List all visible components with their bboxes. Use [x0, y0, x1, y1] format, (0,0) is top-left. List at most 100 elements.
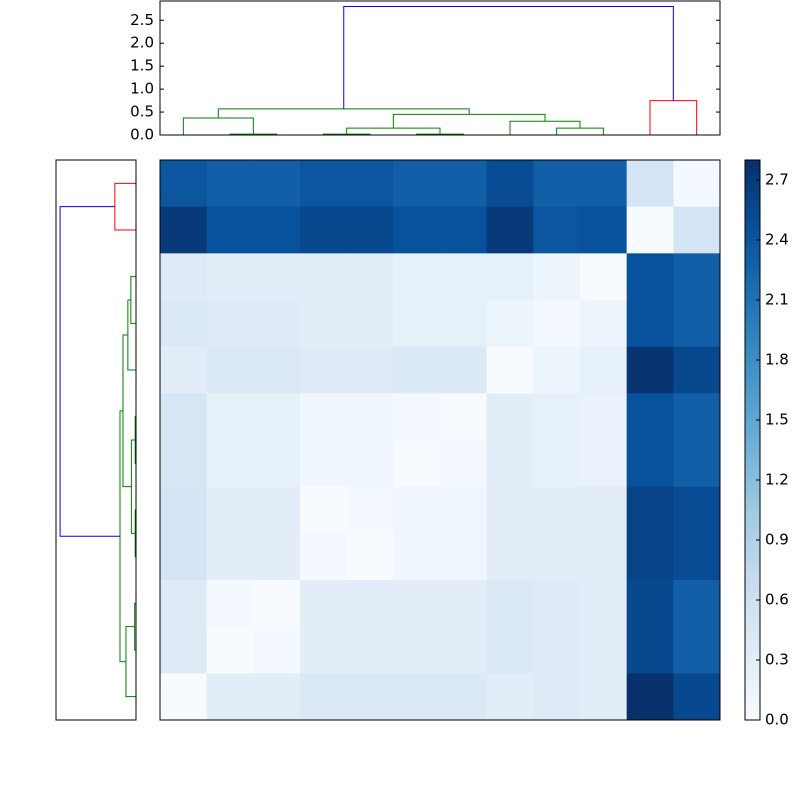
heatmap-cell [300, 580, 348, 628]
heatmap-cell [300, 393, 348, 441]
heatmap-cell [673, 580, 721, 628]
heatmap-cell [300, 440, 348, 488]
heatmap-cell [626, 160, 674, 208]
heatmap-cell [393, 206, 441, 254]
heatmap-cell [440, 346, 488, 394]
colorbar-tick-label: 2.4 [765, 231, 789, 249]
heatmap-cell [580, 393, 628, 441]
heatmap-cell [580, 580, 628, 628]
heatmap-cell [253, 673, 301, 721]
heatmap-cell [253, 626, 301, 674]
heatmap-cell [486, 253, 534, 301]
heatmap-cell [533, 346, 581, 394]
heatmap-cell [673, 253, 721, 301]
heatmap-cell [160, 486, 208, 534]
heatmap-cell [440, 533, 488, 581]
heatmap-cell [393, 580, 441, 628]
dendrogram-link [130, 439, 136, 534]
heatmap-cell [393, 533, 441, 581]
heatmap-cell [160, 673, 208, 721]
heatmap-cell [486, 346, 534, 394]
dendrogram-frame [159, 0, 721, 136]
dendrogram-link [343, 6, 674, 109]
heatmap-cell [206, 160, 254, 208]
colorbar-tick-label: 0.6 [765, 591, 789, 609]
dendrogram-link [122, 334, 132, 488]
heatmap-cell [206, 673, 254, 721]
heatmap-cell [300, 253, 348, 301]
heatmap-cell [626, 346, 674, 394]
heatmap-cell [300, 673, 348, 721]
heatmap-cell [160, 206, 208, 254]
dendrogram-link [182, 117, 254, 135]
heatmap-cell [160, 300, 208, 348]
heatmap-cell [486, 300, 534, 348]
colorbar-tick-label: 0.9 [765, 531, 789, 549]
colorbar-tick-label: 1.2 [765, 471, 789, 489]
heatmap-cell [393, 346, 441, 394]
heatmap-cell [486, 206, 534, 254]
heatmap-cell [206, 393, 254, 441]
heatmap-cell [486, 673, 534, 721]
colorbar-tick-label: 2.1 [765, 291, 789, 309]
colorbar-tick-label: 0.3 [765, 651, 789, 669]
heatmap-cell [673, 346, 721, 394]
heatmap-cell [673, 393, 721, 441]
heatmap-cell [673, 533, 721, 581]
colorbar-tick-label: 1.8 [765, 351, 789, 369]
dendrogram-link [127, 299, 136, 371]
heatmap-cell [673, 486, 721, 534]
heatmap-cell [440, 393, 488, 441]
heatmap-cell [206, 253, 254, 301]
heatmap-cell [580, 533, 628, 581]
dendrogram-link [649, 100, 698, 135]
heatmap-cell [533, 580, 581, 628]
heatmap-cell [533, 206, 581, 254]
heatmap-cell [626, 253, 674, 301]
heatmap-cell [673, 626, 721, 674]
heatmap-cell [160, 580, 208, 628]
heatmap-cell [346, 533, 394, 581]
heatmap-cell [533, 160, 581, 208]
heatmap-cell [440, 626, 488, 674]
heatmap-cell [486, 486, 534, 534]
heatmap-cell [393, 393, 441, 441]
heatmap-cell [533, 393, 581, 441]
colorbar-tick-label: 2.7 [765, 171, 789, 189]
heatmap-cell [393, 440, 441, 488]
heatmap-cell [393, 673, 441, 721]
heatmap-cell [300, 206, 348, 254]
heatmap-cell [673, 160, 721, 208]
dendrogram-link [217, 108, 470, 119]
heatmap-cell [346, 580, 394, 628]
dendrogram-link [130, 276, 136, 324]
heatmap-cell [626, 300, 674, 348]
heatmap-cell [346, 206, 394, 254]
heatmap-cell [486, 393, 534, 441]
heatmap-cell [580, 300, 628, 348]
heatmap-cell [346, 673, 394, 721]
heatmap-cell [580, 253, 628, 301]
heatmap-cell [440, 206, 488, 254]
heatmap-cell [300, 160, 348, 208]
heatmap-cell [253, 300, 301, 348]
colorbar [744, 159, 761, 721]
heatmap-cell [300, 486, 348, 534]
heatmap-cell [253, 346, 301, 394]
heatmap-cell [346, 486, 394, 534]
heatmap-cell [626, 393, 674, 441]
heatmap-cell [206, 206, 254, 254]
heatmap-cell [346, 300, 394, 348]
heatmap-cell [160, 253, 208, 301]
heatmap-cell [533, 533, 581, 581]
heatmap-cell [160, 626, 208, 674]
heatmap-cell [533, 673, 581, 721]
y-tick-label: 2.5 [130, 11, 154, 29]
heatmap-cell [206, 300, 254, 348]
heatmap-cell [160, 440, 208, 488]
heatmap-cell [533, 253, 581, 301]
heatmap-cell [346, 346, 394, 394]
heatmap-cell [253, 533, 301, 581]
heatmap-cell [300, 626, 348, 674]
heatmap-cell [160, 533, 208, 581]
